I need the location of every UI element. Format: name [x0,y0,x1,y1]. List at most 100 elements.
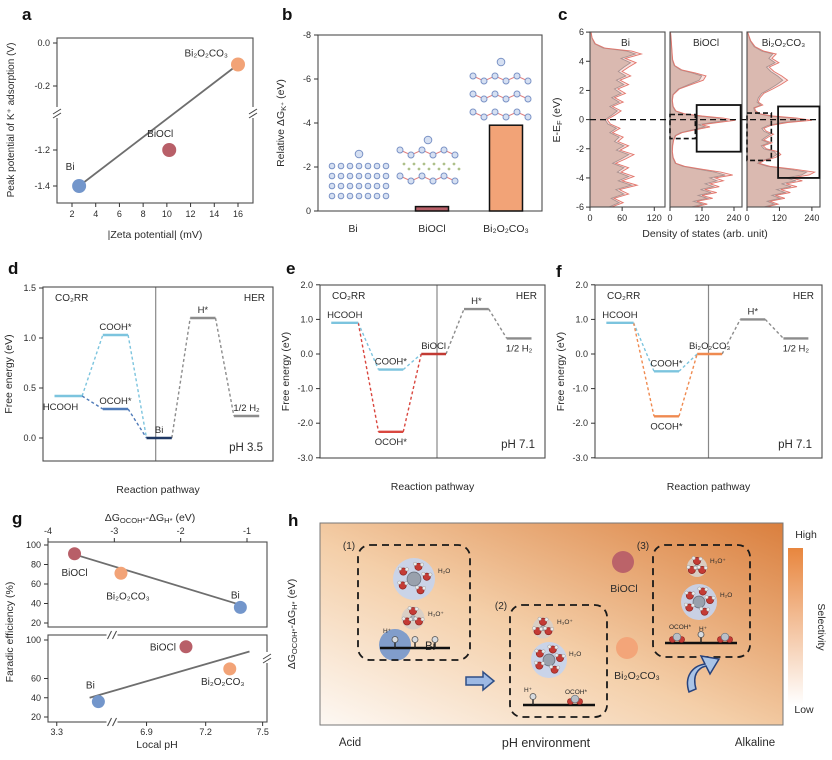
energy-path [632,322,655,417]
cl-atom-icon [407,167,411,171]
atom-icon [418,146,426,154]
panel-label-c: c [558,5,568,24]
k-ion-icon [692,595,706,609]
data-point-top-BiOCl [68,547,82,561]
y-axis-title: Free energy (eV) [3,334,15,413]
energy-path [445,308,465,355]
y-tick-label: -2.0 [572,418,588,428]
region-label-her: HER [793,291,814,302]
trend-line-top [68,551,246,608]
bar-Bi₂O₂CO₃ [488,124,524,212]
y-tick-label: -6 [576,202,584,212]
atom-icon [524,95,532,103]
panel-label-g: g [12,509,23,528]
water-h-icon [541,649,546,654]
atom-icon [480,95,488,103]
water-h-icon [404,581,409,586]
axis-break-icon [107,630,112,640]
atom-icon [524,113,532,121]
mol-label-water: H₂O [438,568,450,575]
atom-icon [337,172,345,180]
y-tick-label: 2 [579,85,584,95]
atom-icon [382,162,390,170]
level-label: HCOOH [602,310,638,321]
energy-path [127,408,148,439]
level-label: COOH* [99,322,132,333]
y-tick-label: -8 [303,30,311,40]
energy-path [81,334,104,397]
water-h-icon [706,607,711,612]
y-tick-label: -1.2 [34,145,50,155]
water-h-icon [401,616,406,621]
x-tick-label: 240 [804,213,819,223]
atom-icon [354,149,364,159]
atom-icon [328,172,336,180]
ocoh-c-icon [672,632,682,642]
x-tick-label-bottom: 6.9 [140,727,153,737]
energy-path [764,318,784,339]
colorbar-title: Selectivity [815,603,827,651]
ph-label: pH 7.1 [501,439,535,451]
point-label: BiOCl [147,129,173,140]
k-ion-icon [542,653,556,667]
atom-icon [396,146,404,154]
atom-icon [407,177,415,185]
y-tick-label: 1.0 [575,314,588,324]
x-axis-title: Reaction pathway [116,484,200,496]
point-label: Bi₂O₂CO₃ [106,591,150,602]
x-tick-label: 60 [617,213,627,223]
x-tick-label: 120 [647,213,662,223]
x-tick-label: 0 [744,213,749,223]
water-h-icon [690,603,695,608]
axis-break-icon [112,630,117,640]
y-axis-title: Faradic efficiency (%) [4,582,16,683]
level-label: Bi₂O₂CO₃ [689,341,730,352]
x-tick-label: 14 [209,209,219,219]
y-tick-label: -4 [576,173,584,183]
atom-icon [480,77,488,85]
energy-path [678,353,698,372]
atom-icon [396,172,404,180]
scenario-box-2 [509,604,608,718]
axis-break-icon [262,657,272,664]
atom-icon [423,135,433,145]
water-h-icon [686,565,691,570]
water-h-icon [683,602,688,607]
atom-icon [418,172,426,180]
mol-label-hydronium: H₃O⁺ [557,619,573,626]
energy-path [357,322,380,370]
cl-atom-icon [442,162,446,166]
x-tick-label: 6 [117,209,122,219]
y-axis-title: Peak potential of K⁺ adsorption (V) [6,43,17,198]
y-tick-label: 0 [579,115,584,125]
level-label: HCOOH [43,402,79,413]
scenario-box-label: (1) [343,541,355,552]
axis-break-icon [248,112,258,119]
y-tick-label: 1.0 [23,333,36,343]
bar-category-label: Bi₂O₂CO₃ [483,223,529,235]
water-h-icon [544,617,549,622]
water-h-icon [397,566,402,571]
y-tick-label: 1.0 [300,314,313,324]
water-h-icon [422,586,427,591]
water-h-icon [397,580,402,585]
water-h-icon [532,626,537,631]
highlight-box-solid [777,105,821,179]
atom-icon [373,162,381,170]
scenario-box-label: (2) [495,601,507,612]
mol-label-proton: H⁺ [524,687,533,694]
x-tick-label: 2 [69,209,74,219]
region-label-her: HER [516,291,537,302]
energy-path [127,334,148,439]
cl-atom-icon [412,162,416,166]
dos-title-Bi₂O₂CO₃: Bi₂O₂CO₃ [762,38,806,49]
x-label-acid: Acid [339,737,361,749]
atom-icon [469,108,477,116]
dos-gray-curve-Bi [589,31,637,208]
level-label: H* [471,296,482,307]
ph-label: pH 3.5 [229,442,263,454]
water-h-icon [704,595,709,600]
atom-icon [346,182,354,190]
adsorbed-h-icon [529,693,537,700]
atom-icon [429,177,437,185]
